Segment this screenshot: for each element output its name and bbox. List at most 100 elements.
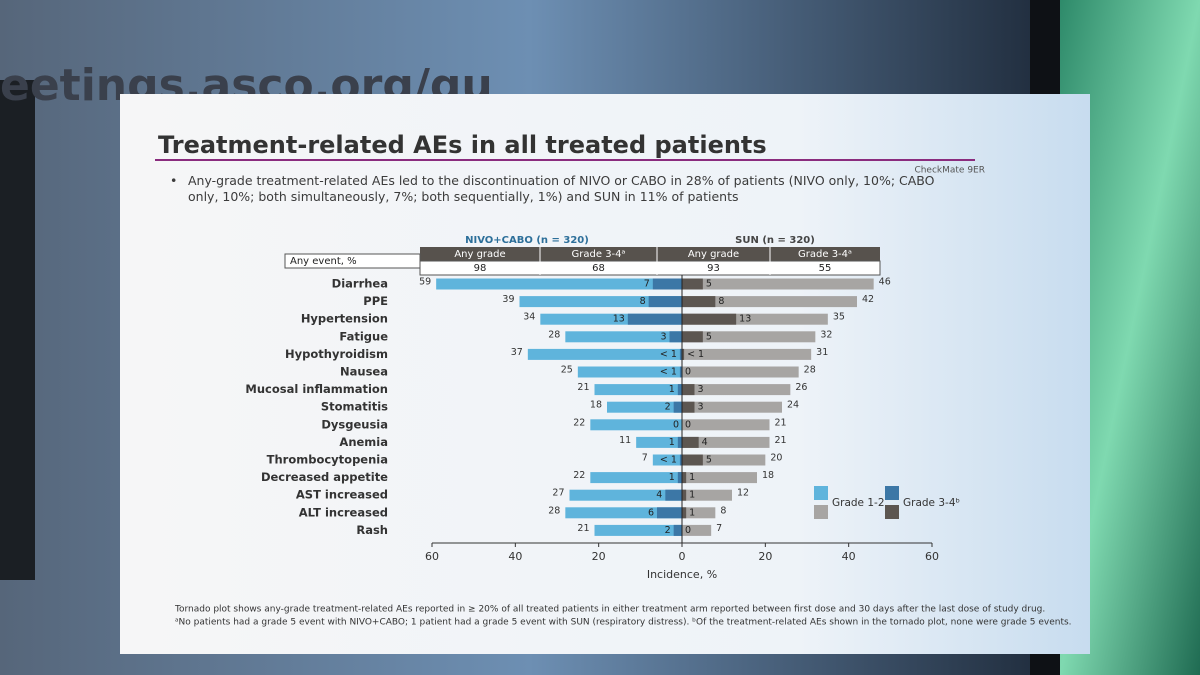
table-column-header: Any grade (688, 249, 739, 260)
value-label: 7 (642, 453, 648, 464)
category-label: Mucosal inflammation (245, 382, 388, 396)
table-value: 93 (707, 263, 720, 274)
bar-grade-3-4 (682, 296, 716, 308)
legend-swatch (814, 486, 828, 500)
bar-grade-3-4 (677, 436, 682, 448)
bar-any-grade (590, 472, 682, 484)
value-label: 12 (737, 488, 749, 499)
bar-any-grade (540, 313, 682, 325)
table-value: 98 (474, 263, 487, 274)
category-label: AST increased (296, 488, 388, 502)
value-label: 5 (706, 455, 712, 466)
value-label: 0 (685, 419, 691, 430)
bar-any-grade (682, 331, 816, 343)
bar-grade-3-4 (677, 472, 682, 484)
value-label: 35 (833, 312, 845, 323)
bar-grade-3-4 (679, 348, 682, 360)
bullet-marker: • (170, 173, 178, 188)
bar-grade-3-4 (648, 296, 682, 308)
value-label: 42 (862, 294, 874, 305)
arm-name: SUN (n = 320) (735, 235, 815, 246)
footnote: ᵃNo patients had a grade 5 event with NI… (175, 618, 1072, 628)
category-label: Rash (356, 523, 388, 537)
value-label: 22 (573, 470, 585, 481)
table-header (420, 247, 880, 261)
x-tick-label: 60 (425, 550, 439, 563)
x-tick-label: 40 (508, 550, 522, 563)
value-label: 20 (770, 453, 782, 464)
category-label: Hypertension (301, 312, 388, 326)
bullet-text: Any-grade treatment-related AEs led to t… (188, 173, 935, 204)
value-label: 37 (511, 347, 523, 358)
bar-grade-3-4 (657, 507, 682, 519)
bar-any-grade (527, 348, 682, 360)
value-label: < 1 (660, 455, 677, 466)
bar-any-grade (682, 348, 812, 360)
bar-any-grade (682, 436, 770, 448)
legend-label: Grade 1-2 (832, 497, 885, 509)
value-label: 0 (673, 419, 679, 430)
table-column-header: Grade 3-4ᵃ (572, 249, 626, 260)
category-label: Dysgeusia (321, 417, 388, 431)
value-label: 11 (619, 435, 631, 446)
table-column-header: Grade 3-4ᵃ (798, 249, 852, 260)
value-label: 1 (669, 437, 675, 448)
category-label: Hypothyroidism (285, 347, 388, 361)
category-label: ALT increased (299, 505, 388, 519)
bar-any-grade (682, 419, 770, 431)
value-label: 28 (548, 505, 560, 516)
bar-grade-3-4 (673, 401, 682, 413)
bar-any-grade (682, 524, 712, 536)
value-label: 7 (716, 523, 722, 534)
bar-grade-3-4 (627, 313, 682, 325)
bar-any-grade (682, 384, 791, 396)
value-label: 18 (762, 470, 774, 481)
legend-label: Grade 3-4ᵇ (903, 497, 960, 509)
value-label: 8 (720, 505, 726, 516)
value-label: 21 (775, 435, 787, 446)
bar-grade-3-4 (682, 472, 687, 484)
bar-any-grade (682, 366, 799, 378)
x-axis-label: Incidence, % (647, 568, 717, 581)
bar-any-grade (636, 436, 682, 448)
bar-any-grade (682, 296, 857, 308)
side-panel (0, 80, 35, 580)
bar-any-grade (607, 401, 682, 413)
value-label: 3 (698, 384, 704, 395)
legend-swatch (885, 505, 899, 519)
value-label: 27 (552, 488, 564, 499)
bar-any-grade (682, 472, 757, 484)
table-row-label: Any event, % (290, 256, 357, 267)
value-label: 59 (419, 277, 431, 288)
study-tag: CheckMate 9ER (914, 166, 985, 176)
bar-grade-3-4 (682, 278, 703, 290)
bar-any-grade (594, 524, 682, 536)
value-label: 13 (739, 314, 751, 325)
bar-any-grade (682, 454, 766, 466)
value-label: 32 (820, 329, 832, 340)
value-label: 7 (644, 279, 650, 290)
value-label: 18 (590, 400, 602, 411)
bar-grade-3-4 (682, 489, 687, 501)
value-label: 3 (660, 331, 666, 342)
bar-any-grade (569, 489, 682, 501)
bar-grade-3-4 (677, 384, 682, 396)
value-label: 1 (669, 384, 675, 395)
bar-any-grade (590, 419, 682, 431)
bar-any-grade (682, 278, 874, 290)
x-tick-label: 40 (842, 550, 856, 563)
value-label: < 1 (660, 349, 677, 360)
value-label: 8 (718, 296, 724, 307)
value-label: 6 (648, 507, 654, 518)
bar-any-grade (682, 489, 732, 501)
x-tick-label: 60 (925, 550, 939, 563)
table-value: 68 (592, 263, 605, 274)
bar-any-grade (682, 313, 828, 325)
value-label: 4 (656, 490, 662, 501)
value-label: < 1 (660, 367, 677, 378)
value-label: 2 (665, 525, 671, 536)
x-tick-label: 20 (592, 550, 606, 563)
bar-grade-3-4 (682, 348, 685, 360)
